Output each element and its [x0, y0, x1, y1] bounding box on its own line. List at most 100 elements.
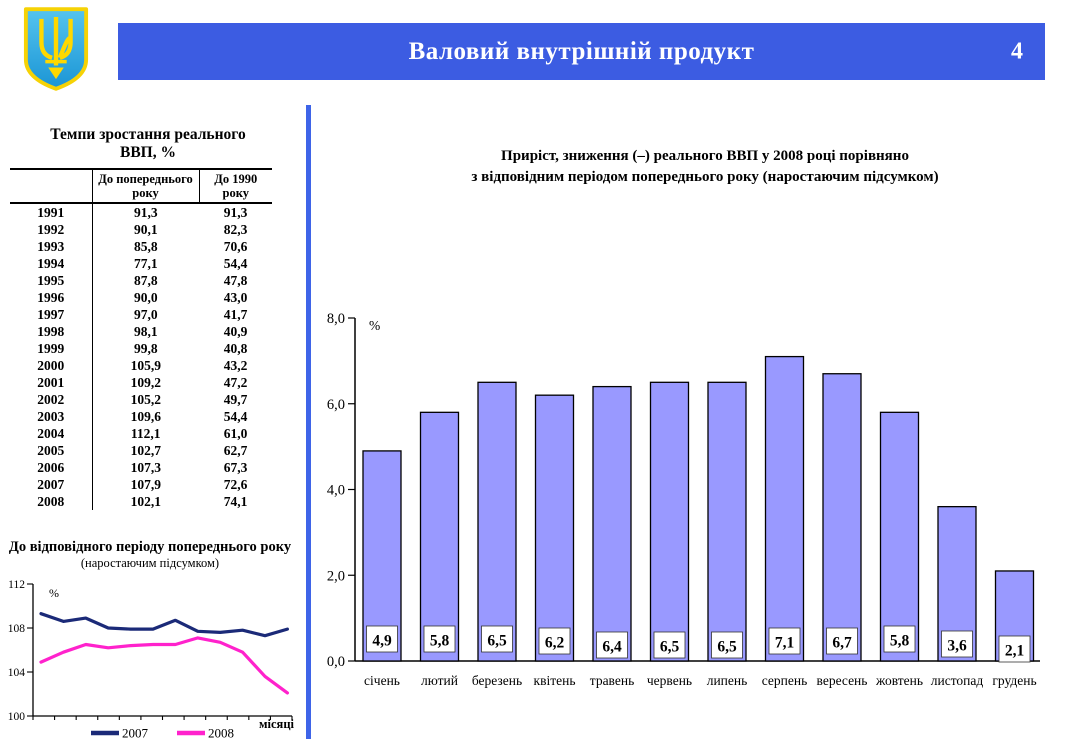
bar [477, 381, 517, 662]
year-cell: 1999 [10, 340, 93, 357]
table-title-line1: Темпи зростання реального [50, 126, 246, 143]
table-row: 2004 112,1 61,0 [10, 425, 272, 442]
table-row: 1992 90,1 82,3 [10, 221, 272, 238]
year-cell: 1997 [10, 306, 93, 323]
header-cell-year [10, 168, 93, 204]
value-cell: 47,8 [223, 273, 248, 288]
value-cell: 98,1 [133, 324, 158, 339]
y-tick-label: 108 [8, 623, 26, 635]
bar-value-label: 5,8 [430, 633, 450, 650]
value-cell: 102,7 [130, 443, 161, 458]
bar-value-label: 6,5 [660, 639, 680, 656]
bar-value-label: 2,1 [1005, 643, 1024, 660]
y-tick-label: 112 [8, 579, 25, 591]
table-row: 1995 87,8 47,8 [10, 272, 272, 289]
value-cell: 43,2 [223, 358, 248, 373]
table-row: 2000 105,9 43,2 [10, 357, 272, 374]
legend-label-2007: 2007 [122, 726, 149, 739]
series-2007 [39, 612, 289, 638]
table-row: 1994 77,1 54,4 [10, 255, 272, 272]
gdp-cumulative-line-chart: 112 108 104 100% місяці 2007 2008 [8, 579, 295, 739]
value-cell: 70,6 [223, 239, 248, 254]
year-cell: 2004 [10, 425, 93, 442]
year-cell: 1993 [10, 238, 93, 255]
value-cell: 91,3 [133, 205, 158, 220]
year-cell: 2005 [10, 442, 93, 459]
value-cell: 67,3 [223, 460, 248, 475]
year-cell: 2006 [10, 459, 93, 476]
table-row: 1993 85,8 70,6 [10, 238, 272, 255]
bar-value-box [538, 627, 571, 655]
year-cell: 2008 [10, 493, 93, 510]
bar-value-label: 6,7 [832, 635, 852, 652]
table-header-row: До попереднього року До 1990 року [10, 168, 272, 204]
bar-value-box [883, 625, 916, 653]
table-row: 2002 105,2 49,7 [10, 391, 272, 408]
bar-value-box [366, 625, 398, 653]
value-cell: 97,0 [133, 307, 158, 322]
table-row: 1998 98,1 40,9 [10, 323, 272, 340]
gdp-2008-bar-chart: 8,0 6,0 4,0 2,0 0,0% 4,9 січень 5,8 лютий 6,5 бере… [327, 311, 1040, 688]
table-row: 1991 91,3 91,3 [10, 203, 272, 221]
ukraine-coat-of-arms-icon [23, 7, 89, 91]
y-tick-label: 6,0 [327, 397, 345, 413]
page-title: Валовий внутрішній продукт [408, 37, 755, 65]
month-label: серпень [762, 673, 808, 688]
bar-value-label: 5,8 [890, 633, 910, 650]
bar-chart-title-line2: з відповідним періодом попереднього року… [471, 169, 939, 185]
bar [764, 355, 805, 662]
bar [822, 373, 862, 662]
month-label: грудень [992, 673, 1036, 688]
month-label: січень [364, 673, 400, 688]
value-cell: 102,1 [130, 494, 161, 509]
year-cell: 1991 [10, 203, 93, 221]
year-cell: 2007 [10, 476, 93, 493]
bar [592, 385, 632, 662]
y-tick-label: 2,0 [327, 568, 345, 584]
table-row: 2001 109,2 47,2 [10, 374, 272, 391]
bar [649, 381, 690, 662]
value-cell: 90,1 [133, 222, 158, 237]
month-label: квітень [534, 673, 576, 688]
month-label: жовтень [875, 673, 923, 688]
value-cell: 54,4 [223, 409, 248, 424]
bar-value-label: 7,1 [775, 635, 794, 652]
x-axis-label: місяці [259, 717, 295, 731]
month-label: вересень [817, 673, 868, 688]
bar-value-box [596, 631, 628, 659]
value-cell: 82,3 [223, 222, 248, 237]
table-row: 1997 97,0 41,7 [10, 306, 272, 323]
table-title-line2: ВВП, % [120, 144, 176, 161]
bar-chart-title-line1: Приріст, зниження (–) реального ВВП у 20… [501, 148, 909, 164]
slide-number: 4 [1011, 38, 1023, 64]
value-cell: 85,8 [133, 239, 158, 254]
y-tick-label: 4,0 [327, 483, 345, 499]
year-cell: 1995 [10, 272, 93, 289]
table-title: Темпи зростання реального ВВП, % [6, 126, 290, 162]
y-tick-label: 8,0 [327, 311, 345, 327]
value-cell: 40,9 [223, 324, 248, 339]
line-chart-title: До відповідного періоду попереднього рок… [8, 539, 292, 555]
bar-value-box [998, 635, 1031, 663]
bar-value-label: 6,4 [602, 639, 622, 656]
year-cell: 1996 [10, 289, 93, 306]
bar [707, 381, 747, 662]
bar-value-box [653, 631, 686, 659]
year-cell: 2003 [10, 408, 93, 425]
table-row: 1996 90,0 43,0 [10, 289, 272, 306]
y-axis-unit-label: % [369, 318, 380, 333]
bar [419, 411, 460, 662]
value-cell: 109,2 [130, 375, 161, 390]
bar [879, 411, 920, 662]
month-label: листопад [931, 673, 984, 688]
table-row: 2008 102,1 74,1 [10, 493, 272, 510]
bar-value-label: 6,5 [717, 639, 737, 656]
value-cell: 109,6 [130, 409, 161, 424]
year-cell: 2002 [10, 391, 93, 408]
y-tick-label: 104 [8, 667, 26, 679]
value-cell: 54,4 [223, 256, 248, 271]
year-cell: 2000 [10, 357, 93, 374]
value-cell: 107,9 [130, 477, 161, 492]
value-cell: 47,2 [223, 375, 248, 390]
value-cell: 90,0 [133, 290, 158, 305]
